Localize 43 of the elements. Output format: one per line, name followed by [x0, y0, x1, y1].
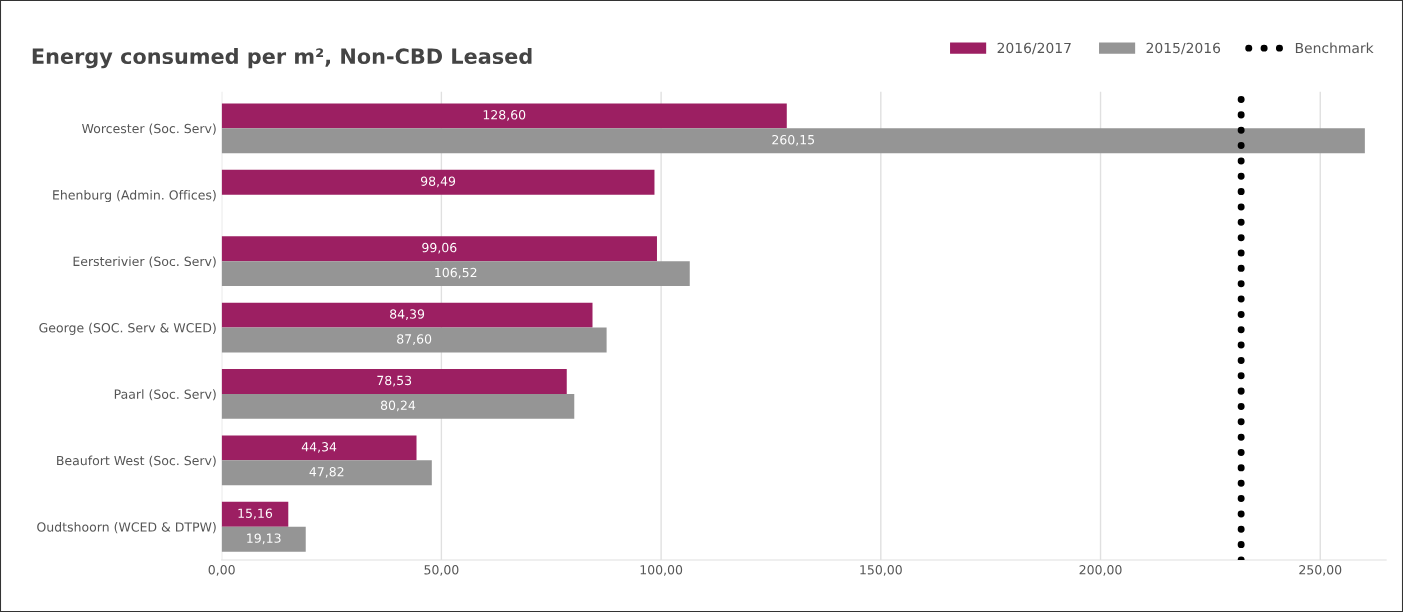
bar: [221, 526, 306, 552]
bar: [221, 501, 289, 527]
data-label: 15,16: [238, 508, 273, 520]
data-label: 98,49: [420, 176, 456, 188]
x-tick-label: 250,00: [1299, 565, 1342, 576]
bar: [221, 460, 432, 486]
bar: [221, 128, 1365, 154]
x-tick-label: 50,00: [424, 565, 459, 576]
y-tick-label: Oudtshoorn (WCED & DTPW): [37, 522, 216, 534]
bar: [221, 169, 655, 195]
bar: [221, 261, 690, 287]
bar: [221, 302, 593, 328]
data-label: 106,52: [435, 267, 477, 279]
bar: [221, 393, 575, 419]
y-tick-label: Ehenburg (Admin. Offices): [53, 189, 216, 203]
data-label: 47,82: [309, 466, 344, 478]
y-tick-label: George (SOC. Serv & WCED): [39, 322, 216, 335]
x-tick-label: 200,00: [1079, 565, 1122, 576]
bar: [221, 435, 417, 461]
y-tick-label: Worcester (Soc. Serv): [82, 123, 216, 135]
bar: [221, 236, 657, 262]
chart-title: Energy consumed per m², Non-CBD Leased: [32, 47, 532, 69]
data-label: 260,15: [772, 134, 815, 146]
bar: [221, 369, 567, 394]
legend-label: Benchmark: [1295, 42, 1374, 54]
bar: [221, 103, 787, 129]
x-tick-label: 150,00: [860, 565, 902, 576]
data-label: 44,34: [301, 442, 337, 453]
y-tick-label: Beaufort West (Soc. Serv): [57, 455, 216, 467]
legend-label: 2015/2016: [1146, 42, 1221, 55]
legend-label: 2016/2017: [997, 42, 1071, 55]
x-tick-label: 0,00: [208, 565, 235, 576]
data-label: 78,53: [377, 375, 412, 387]
y-tick-label: Paarl (Soc. Serv): [114, 389, 216, 401]
y-tick-label: Eersterivier (Soc. Serv): [73, 256, 216, 268]
data-label: 80,24: [380, 400, 416, 412]
data-label: 99,06: [422, 242, 457, 254]
data-label: 84,39: [390, 309, 425, 320]
bar: [221, 327, 607, 353]
data-label: 19,13: [247, 533, 281, 545]
data-label: 87,60: [397, 334, 432, 345]
x-tick-label: 100,00: [640, 565, 683, 576]
data-label: 128,60: [483, 110, 526, 121]
